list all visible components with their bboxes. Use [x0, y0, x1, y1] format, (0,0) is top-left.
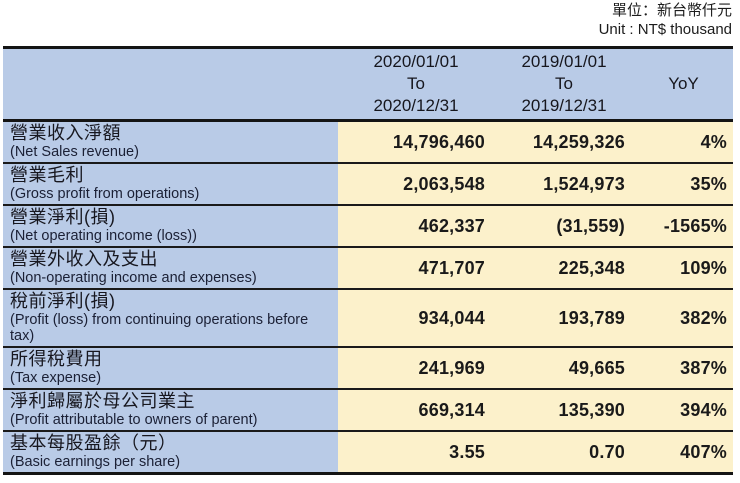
header-yoy: YoY	[634, 49, 733, 119]
row-label: 淨利歸屬於母公司業主 (Profit attributable to owner…	[3, 390, 338, 430]
header-period-2020: 2020/01/01 To 2020/12/31	[338, 49, 494, 119]
value-2020: 462,337	[338, 206, 494, 246]
row-label: 所得稅費用 (Tax expense)	[3, 348, 338, 388]
value-2020: 3.55	[338, 432, 494, 472]
table-row-non-operating-income-expenses: 營業外收入及支出 (Non-operating income and expen…	[3, 248, 733, 290]
row-label-zh: 稅前淨利(損)	[10, 291, 116, 311]
header-2020-line1: 2020/01/01	[373, 52, 459, 71]
value-yoy: 407%	[634, 432, 733, 472]
value-2019: 135,390	[494, 390, 634, 430]
value-2019: 14,259,326	[494, 122, 634, 162]
row-label-zh: 所得稅費用	[10, 349, 103, 369]
row-label-en: (Net operating income (loss))	[10, 228, 197, 244]
row-label-en: (Profit (loss) from continuing operation…	[10, 312, 309, 344]
row-label: 稅前淨利(損) (Profit (loss) from continuing o…	[3, 290, 338, 346]
unit-note-en: Unit : NT$ thousand	[598, 21, 732, 38]
row-label-zh: 基本每股盈餘（元）	[10, 433, 177, 453]
header-2020-line3: 2020/12/31	[373, 96, 459, 115]
value-yoy: 387%	[634, 348, 733, 388]
value-2020: 14,796,460	[338, 122, 494, 162]
value-yoy: 109%	[634, 248, 733, 288]
value-2019: 193,789	[494, 290, 634, 346]
table-row-profit-attributable-to-parent: 淨利歸屬於母公司業主 (Profit attributable to owner…	[3, 390, 733, 432]
value-2019: 0.70	[494, 432, 634, 472]
header-2019-line2: To	[555, 74, 573, 93]
row-label-en: (Non-operating income and expenses)	[10, 270, 257, 286]
row-label-en: (Tax expense)	[10, 370, 102, 386]
row-label-en: (Basic earnings per share)	[10, 454, 181, 470]
value-yoy: 382%	[634, 290, 733, 346]
header-label-cell	[3, 49, 338, 119]
unit-note: 單位：新台幣仟元 Unit : NT$ thousand	[599, 1, 732, 39]
value-yoy: -1565%	[634, 206, 733, 246]
value-2020: 934,044	[338, 290, 494, 346]
row-label-zh: 營業外收入及支出	[10, 249, 158, 269]
row-label: 營業外收入及支出 (Non-operating income and expen…	[3, 248, 338, 288]
value-2020: 471,707	[338, 248, 494, 288]
header-2019-line1: 2019/01/01	[521, 52, 607, 71]
header-2019-line3: 2019/12/31	[521, 96, 607, 115]
value-2019: 49,665	[494, 348, 634, 388]
table-row-basic-eps: 基本每股盈餘（元） (Basic earnings per share) 3.5…	[3, 432, 733, 475]
value-2020: 669,314	[338, 390, 494, 430]
value-2020: 241,969	[338, 348, 494, 388]
table-row-gross-profit: 營業毛利 (Gross profit from operations) 2,06…	[3, 164, 733, 206]
table-row-net-operating-income: 營業淨利(損) (Net operating income (loss)) 46…	[3, 206, 733, 248]
table-row-pretax-profit: 稅前淨利(損) (Profit (loss) from continuing o…	[3, 290, 733, 348]
row-label: 營業收入淨額 (Net Sales revenue)	[3, 122, 338, 162]
value-2020: 2,063,548	[338, 164, 494, 204]
row-label: 營業毛利 (Gross profit from operations)	[3, 164, 338, 204]
row-label-zh: 淨利歸屬於母公司業主	[10, 391, 195, 411]
header-yoy-label: YoY	[668, 74, 699, 93]
value-yoy: 4%	[634, 122, 733, 162]
row-label: 基本每股盈餘（元） (Basic earnings per share)	[3, 432, 338, 472]
header-2020-line2: To	[407, 74, 425, 93]
unit-note-zh: 單位：新台幣仟元	[611, 2, 732, 19]
value-2019: 225,348	[494, 248, 634, 288]
row-label-en: (Gross profit from operations)	[10, 186, 200, 202]
table-row-net-sales-revenue: 營業收入淨額 (Net Sales revenue) 14,796,460 14…	[3, 122, 733, 164]
header-period-2019: 2019/01/01 To 2019/12/31	[494, 49, 634, 119]
value-2019: (31,559)	[494, 206, 634, 246]
value-yoy: 35%	[634, 164, 733, 204]
row-label: 營業淨利(損) (Net operating income (loss))	[3, 206, 338, 246]
row-label-en: (Net Sales revenue)	[10, 144, 139, 160]
row-label-zh: 營業淨利(損)	[10, 207, 116, 227]
table-header-row: 2020/01/01 To 2020/12/31 2019/01/01 To 2…	[3, 49, 733, 122]
row-label-en: (Profit attributable to owners of parent…	[10, 412, 258, 428]
table-row-tax-expense: 所得稅費用 (Tax expense) 241,969 49,665 387%	[3, 348, 733, 390]
income-statement-table: 2020/01/01 To 2020/12/31 2019/01/01 To 2…	[3, 46, 733, 475]
row-label-zh: 營業收入淨額	[10, 123, 121, 143]
row-label-zh: 營業毛利	[10, 165, 84, 185]
value-2019: 1,524,973	[494, 164, 634, 204]
value-yoy: 394%	[634, 390, 733, 430]
